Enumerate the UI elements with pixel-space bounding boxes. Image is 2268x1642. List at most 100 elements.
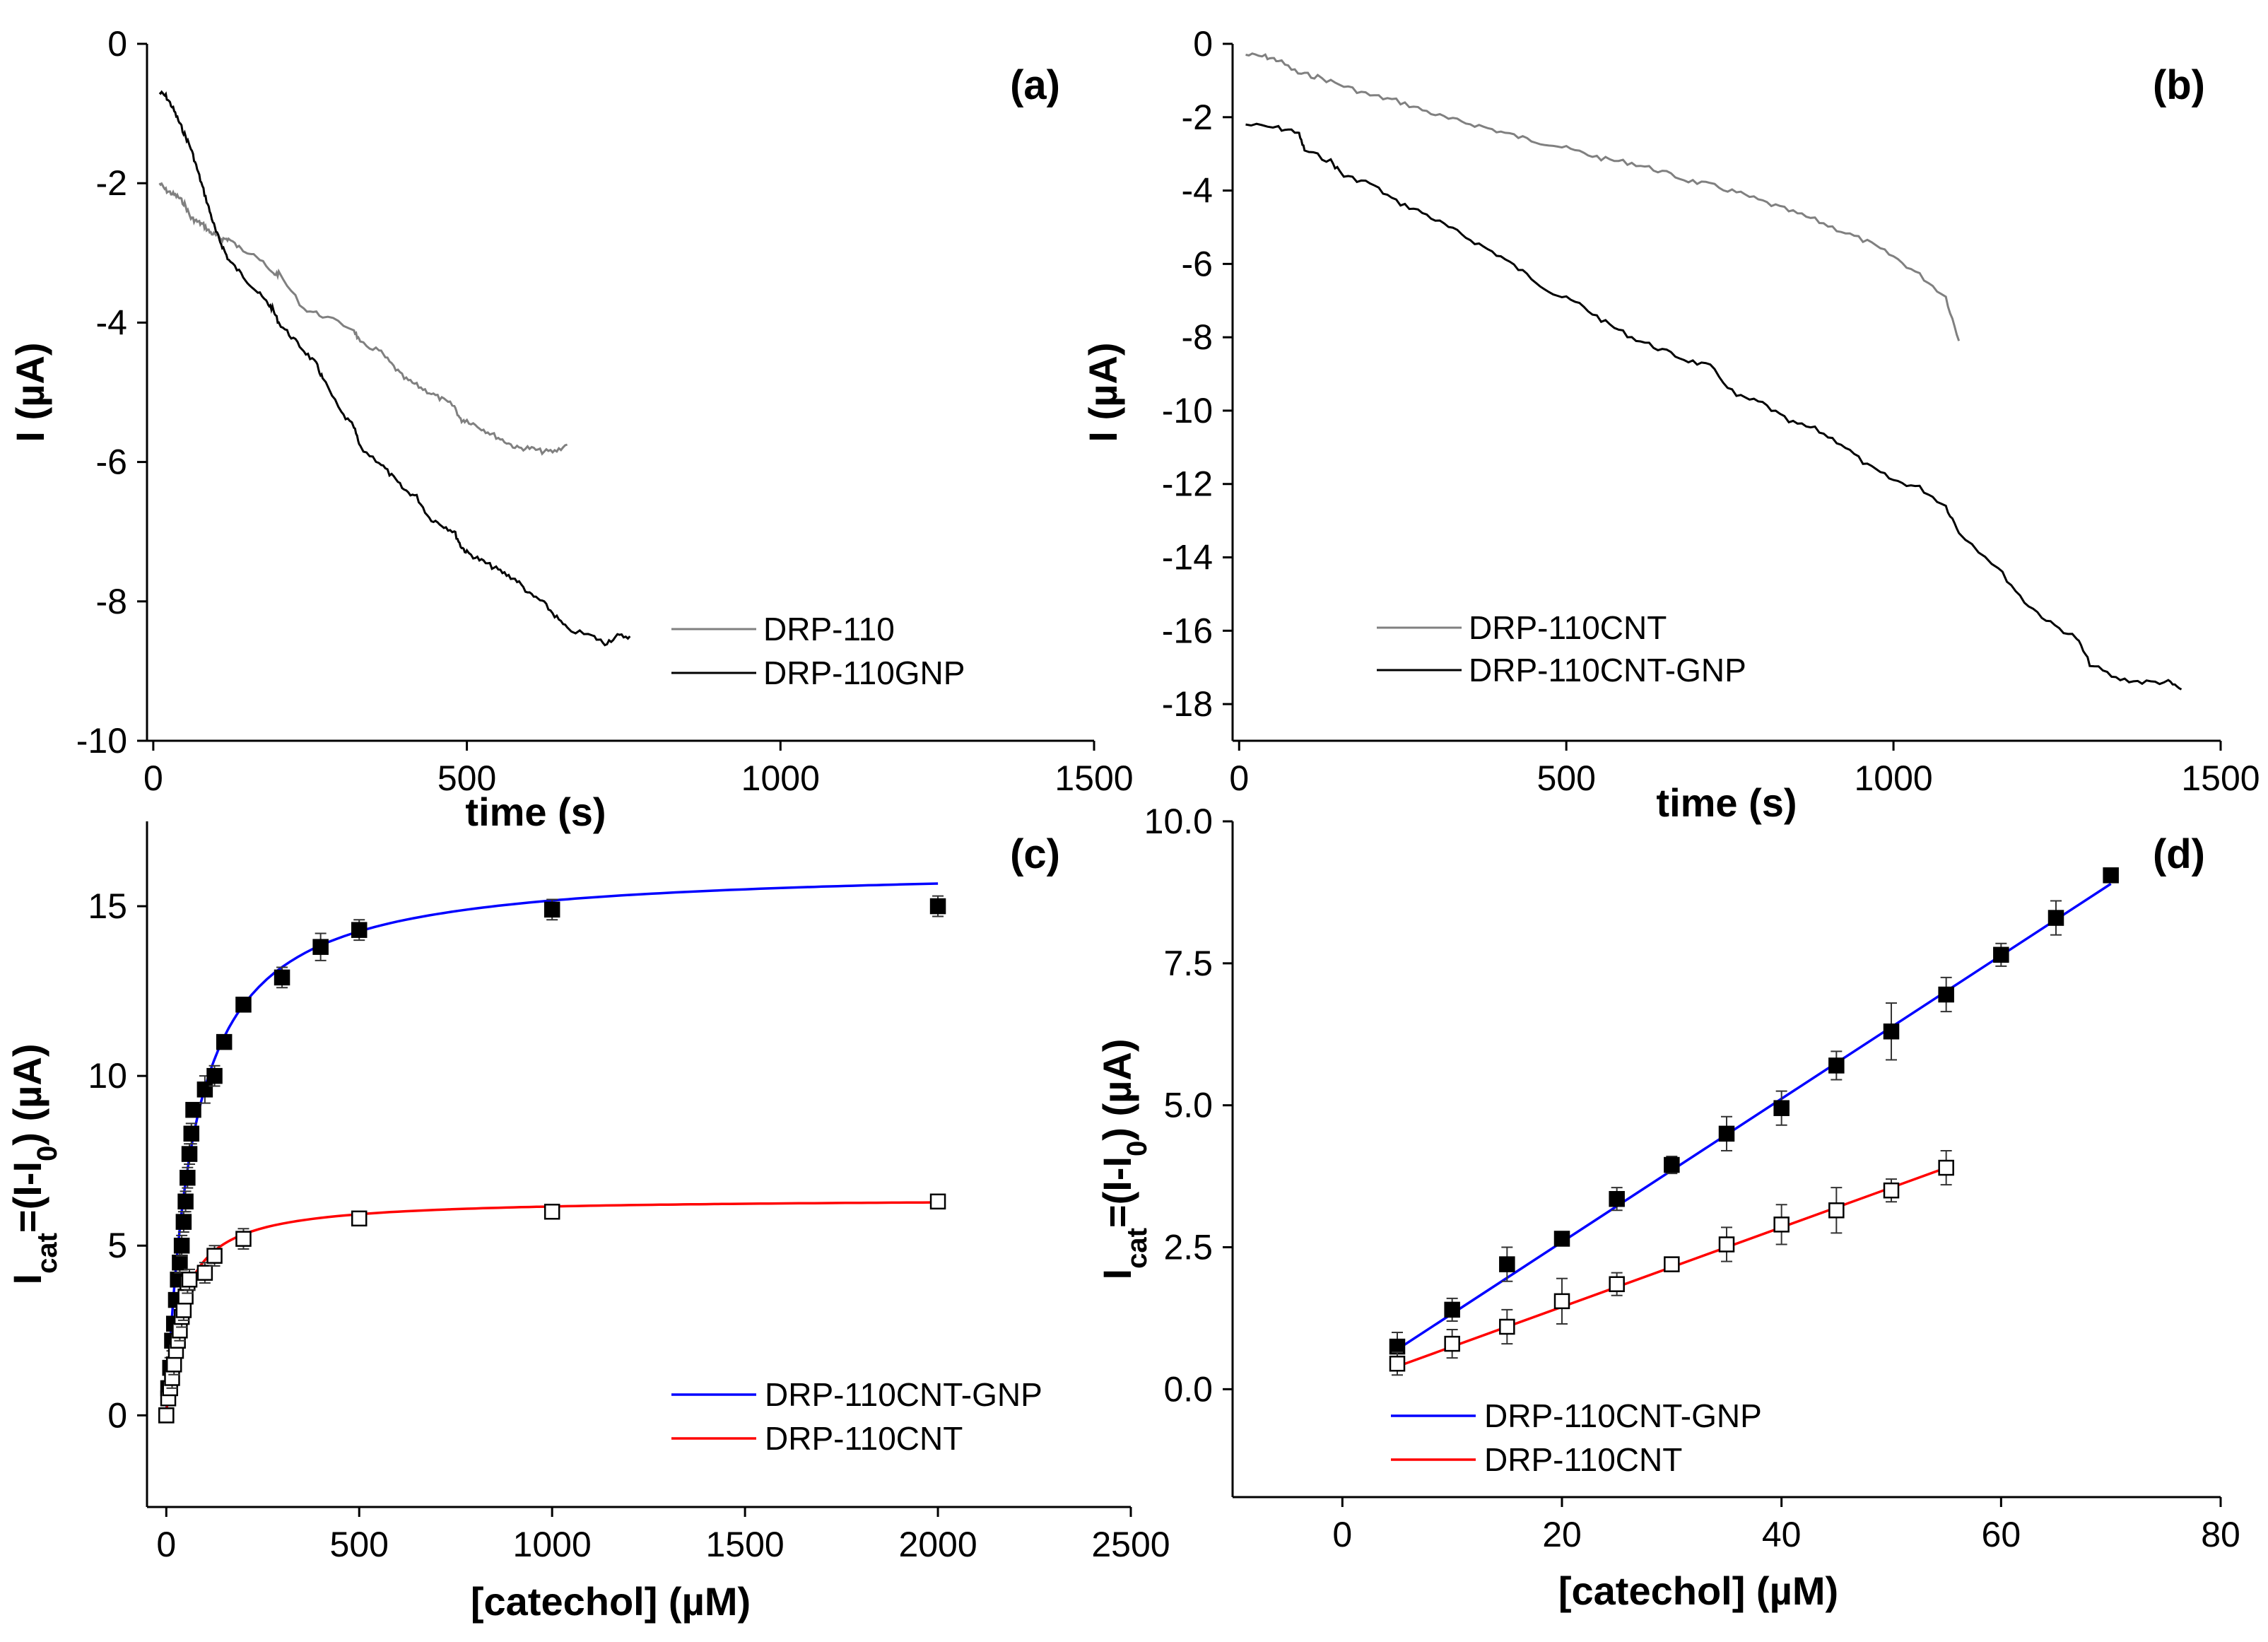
y-axis-label: I (µA): [1081, 342, 1125, 442]
y-axis-label: Icat=(I-I0) (µA): [5, 1044, 63, 1285]
data-point-open: [1499, 1318, 1515, 1335]
legend-label: DRP-110CNT-GNP: [1469, 652, 1746, 688]
x-tick-label: 0: [1332, 1515, 1352, 1554]
y-tick-label: -16: [1162, 611, 1213, 650]
y-tick-label: -10: [1162, 391, 1213, 430]
data-point-filled: [183, 1125, 200, 1142]
y-tick-label: 0.0: [1163, 1369, 1213, 1409]
y-tick-label: -2: [1182, 98, 1213, 137]
y-tick-label: -4: [1182, 171, 1213, 211]
panel-label: (a): [1010, 62, 1060, 108]
data-point-open: [177, 1289, 194, 1305]
data-point-open: [929, 1193, 946, 1210]
x-tick-label: 0: [156, 1525, 176, 1564]
panel-label: (d): [2153, 831, 2205, 877]
data-point-open: [1444, 1335, 1460, 1352]
data-point-filled: [1664, 1156, 1680, 1173]
x-tick-label: 1000: [1854, 758, 1932, 798]
y-tick-label: 15: [88, 886, 127, 926]
x-tick-label: 0: [143, 758, 163, 798]
x-tick-label: 80: [2201, 1515, 2240, 1554]
data-point-filled: [1499, 1256, 1515, 1272]
series-line-drp-110cnt-gnp: [1245, 122, 2182, 691]
data-point-open: [1389, 1355, 1406, 1372]
data-point-open: [1553, 1293, 1570, 1310]
data-point-open: [164, 1370, 180, 1386]
legend-label: DRP-110CNT: [1469, 609, 1667, 646]
data-point-filled: [544, 901, 560, 918]
y-tick-label: 0: [107, 1395, 127, 1435]
x-tick-label: 0: [1229, 758, 1249, 798]
series-line-drp-110gnp: [158, 90, 631, 647]
data-point-filled: [929, 898, 946, 915]
data-point-filled: [1828, 1057, 1845, 1074]
data-point-filled: [1389, 1338, 1406, 1355]
y-tick-label: 0: [107, 24, 127, 64]
y-tick-label: 2.5: [1163, 1228, 1213, 1267]
x-tick-label: 500: [1537, 758, 1595, 798]
x-axis-label: time (s): [465, 790, 606, 834]
panel-a: 0 500 1000 1500 0 -2 -4 -6 -8 -10 time (s) I (µA) (a…: [8, 24, 1134, 834]
data-point-filled: [206, 1067, 223, 1084]
legend-label: DRP-110CNT: [1484, 1441, 1682, 1478]
y-tick-label: 7.5: [1163, 944, 1213, 983]
data-point-open: [351, 1210, 368, 1227]
data-point-filled: [2047, 910, 2064, 926]
data-point-open: [1718, 1236, 1735, 1253]
y-tick-label: 5: [107, 1226, 127, 1265]
series-line-drp-110cnt: [1245, 52, 1961, 341]
x-tick-label: 20: [1542, 1515, 1582, 1554]
fit-curve: [165, 882, 939, 1416]
x-tick-label: 60: [1982, 1515, 2021, 1554]
data-point-open: [1828, 1202, 1845, 1219]
x-tick-label: 2000: [898, 1525, 977, 1564]
data-point-filled: [173, 1237, 190, 1254]
y-axis-label: I (µA): [8, 342, 52, 442]
data-point-open: [1664, 1256, 1680, 1272]
data-point-filled: [312, 939, 329, 955]
data-point-filled: [180, 1169, 196, 1186]
y-tick-label: -18: [1162, 684, 1213, 724]
x-tick-label: 1000: [513, 1525, 592, 1564]
y-tick-label: -14: [1162, 538, 1213, 577]
panel-label: (c): [1010, 831, 1060, 877]
y-tick-label: -10: [76, 721, 127, 761]
data-point-open: [235, 1231, 252, 1247]
data-point-filled: [1553, 1231, 1570, 1247]
y-tick-label: 10: [88, 1056, 127, 1096]
data-point-open: [1773, 1216, 1790, 1233]
x-tick-label: 500: [330, 1525, 389, 1564]
data-point-open: [1883, 1182, 1900, 1199]
x-tick-label: 1500: [706, 1525, 785, 1564]
fit-curve: [1397, 882, 2112, 1351]
data-point-open: [158, 1407, 175, 1424]
data-point-filled: [1609, 1190, 1625, 1207]
data-point-filled: [1773, 1100, 1790, 1116]
data-point-open: [1938, 1159, 1954, 1176]
data-point-open: [544, 1203, 560, 1220]
data-point-filled: [172, 1255, 188, 1271]
x-tick-label: 1500: [1054, 758, 1133, 798]
y-tick-label: -8: [1182, 317, 1213, 357]
data-point-filled: [175, 1214, 192, 1230]
panel-d: 0 20 40 60 80 0.0 2.5 5.0 7.5 10.0 [catechol] (µM)…: [1095, 802, 2240, 1613]
data-point-open: [1609, 1276, 1625, 1292]
data-point-filled: [196, 1081, 213, 1098]
x-tick-label: 1000: [741, 758, 820, 798]
y-tick-label: -6: [96, 442, 127, 482]
x-axis-label: [catechol] (µM): [1558, 1568, 1838, 1613]
data-point-filled: [235, 997, 252, 1013]
data-point-filled: [351, 922, 368, 938]
x-tick-label: 40: [1762, 1515, 1802, 1554]
x-tick-label: 1500: [2181, 758, 2260, 798]
data-point-filled: [1883, 1023, 1900, 1040]
data-point-filled: [1444, 1301, 1460, 1318]
data-point-open: [165, 1356, 182, 1373]
y-tick-label: -6: [1182, 244, 1213, 283]
data-point-filled: [177, 1193, 194, 1210]
y-tick-label: -4: [96, 303, 127, 342]
data-point-open: [206, 1248, 223, 1264]
y-tick-label: -12: [1162, 464, 1213, 504]
legend-label: DRP-110: [763, 611, 895, 647]
